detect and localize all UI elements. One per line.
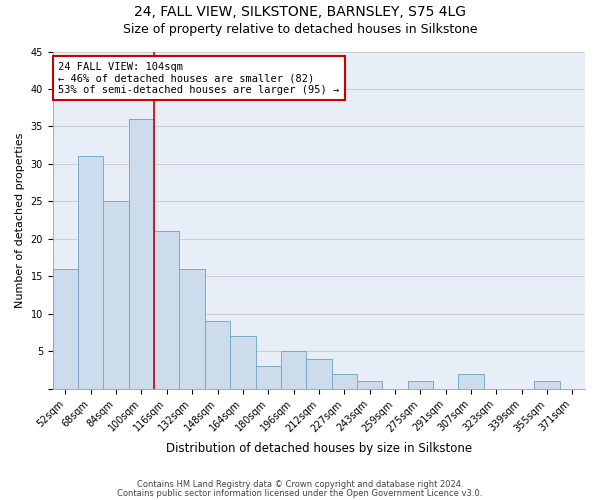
Bar [281,352,306,389]
Y-axis label: Number of detached properties: Number of detached properties [15,132,25,308]
Bar [179,269,205,389]
Bar [205,322,230,389]
Text: Contains HM Land Registry data © Crown copyright and database right 2024.: Contains HM Land Registry data © Crown c… [137,480,463,489]
Text: 24, FALL VIEW, SILKSTONE, BARNSLEY, S75 4LG: 24, FALL VIEW, SILKSTONE, BARNSLEY, S75 … [134,5,466,19]
Text: 24 FALL VIEW: 104sqm
← 46% of detached houses are smaller (82)
53% of semi-detac: 24 FALL VIEW: 104sqm ← 46% of detached h… [58,62,340,95]
Bar [306,359,332,389]
Bar [535,382,560,389]
Bar [154,232,179,389]
Bar [53,269,78,389]
Bar [332,374,357,389]
Text: Contains public sector information licensed under the Open Government Licence v3: Contains public sector information licen… [118,490,482,498]
Bar [357,382,382,389]
Bar [256,366,281,389]
Bar [103,202,129,389]
Bar [129,119,154,389]
X-axis label: Distribution of detached houses by size in Silkstone: Distribution of detached houses by size … [166,442,472,455]
Bar [78,156,103,389]
Bar [407,382,433,389]
Bar [458,374,484,389]
Text: Size of property relative to detached houses in Silkstone: Size of property relative to detached ho… [123,22,477,36]
Bar [230,336,256,389]
